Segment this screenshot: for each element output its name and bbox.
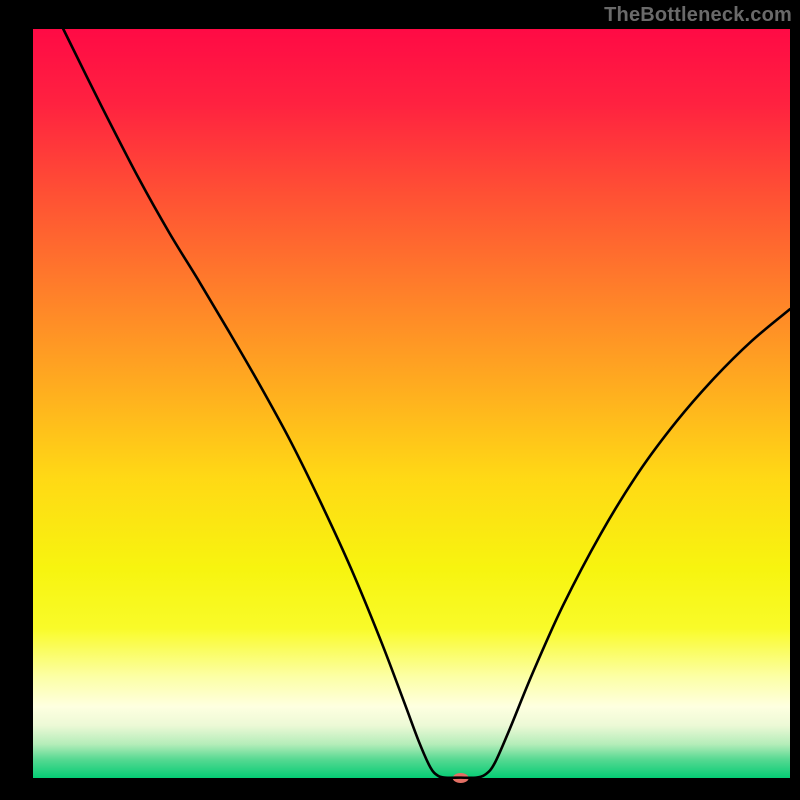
bottleneck-chart: [0, 0, 800, 800]
plot-background: [33, 29, 790, 778]
watermark-text: TheBottleneck.com: [604, 4, 792, 27]
chart-container: TheBottleneck.com: [0, 0, 800, 800]
